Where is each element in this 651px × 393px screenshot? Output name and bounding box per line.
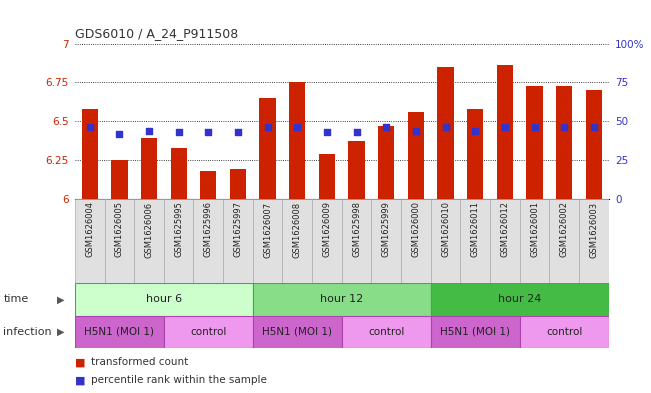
Bar (342, 316, 431, 348)
Bar (75, 199, 105, 283)
Bar (283, 199, 312, 283)
Text: percentile rank within the sample: percentile rank within the sample (91, 375, 267, 386)
Point (352, 129, 362, 135)
Point (144, 127, 154, 134)
Bar (81, 109, 98, 199)
Text: GSM1625998: GSM1625998 (352, 201, 361, 257)
Text: H5N1 (MOI 1): H5N1 (MOI 1) (85, 327, 154, 337)
Text: time: time (3, 294, 29, 305)
Bar (223, 199, 253, 283)
Point (233, 129, 243, 135)
Bar (549, 199, 579, 283)
Text: ▶: ▶ (57, 327, 64, 337)
Text: GSM1626008: GSM1626008 (293, 201, 302, 257)
Text: H5N1 (MOI 1): H5N1 (MOI 1) (440, 327, 510, 337)
Bar (579, 199, 609, 283)
Text: control: control (190, 327, 227, 337)
Text: GDS6010 / A_24_P911508: GDS6010 / A_24_P911508 (75, 27, 238, 40)
Point (173, 129, 184, 135)
Text: ■: ■ (75, 357, 85, 367)
Bar (372, 199, 401, 283)
Bar (490, 199, 519, 283)
Text: GSM1625997: GSM1625997 (234, 201, 242, 257)
Text: transformed count: transformed count (91, 357, 188, 367)
Bar (164, 199, 193, 283)
Bar (519, 199, 549, 283)
Bar (586, 90, 602, 199)
Point (470, 127, 480, 134)
Bar (75, 283, 253, 316)
Text: H5N1 (MOI 1): H5N1 (MOI 1) (262, 327, 332, 337)
Bar (431, 283, 609, 316)
Point (381, 124, 391, 130)
Bar (348, 141, 365, 199)
Text: hour 24: hour 24 (498, 294, 542, 305)
Text: GSM1626004: GSM1626004 (85, 201, 94, 257)
Point (411, 127, 421, 134)
Text: GSM1626006: GSM1626006 (145, 201, 154, 257)
Text: hour 6: hour 6 (146, 294, 182, 305)
Text: ■: ■ (75, 375, 85, 386)
Text: GSM1626002: GSM1626002 (560, 201, 569, 257)
Bar (230, 169, 246, 199)
Bar (134, 199, 164, 283)
Text: GSM1625996: GSM1625996 (204, 201, 213, 257)
Text: GSM1625999: GSM1625999 (381, 201, 391, 257)
Text: GSM1626011: GSM1626011 (471, 201, 480, 257)
Text: control: control (368, 327, 404, 337)
Bar (141, 138, 157, 199)
Text: infection: infection (3, 327, 52, 337)
Bar (319, 154, 335, 199)
Text: control: control (546, 327, 583, 337)
Text: hour 12: hour 12 (320, 294, 363, 305)
Point (114, 130, 124, 137)
Bar (193, 199, 223, 283)
Point (85, 124, 95, 130)
Bar (312, 199, 342, 283)
Point (322, 129, 332, 135)
Bar (431, 199, 460, 283)
Bar (253, 283, 431, 316)
Point (292, 124, 303, 130)
Point (440, 124, 450, 130)
Text: ▶: ▶ (57, 294, 64, 305)
Bar (260, 98, 276, 199)
Point (262, 124, 273, 130)
Bar (460, 199, 490, 283)
Bar (467, 109, 484, 199)
Bar (111, 160, 128, 199)
Text: GSM1626003: GSM1626003 (589, 201, 598, 257)
Bar (401, 199, 431, 283)
Text: GSM1626007: GSM1626007 (263, 201, 272, 257)
Bar (527, 86, 543, 199)
Text: GSM1625995: GSM1625995 (174, 201, 183, 257)
Text: GSM1626012: GSM1626012 (501, 201, 509, 257)
Bar (253, 199, 283, 283)
Point (589, 124, 599, 130)
Bar (75, 316, 164, 348)
Bar (289, 83, 305, 199)
Point (500, 124, 510, 130)
Bar (437, 67, 454, 199)
Bar (408, 112, 424, 199)
Bar (431, 316, 519, 348)
Text: GSM1626009: GSM1626009 (322, 201, 331, 257)
Text: GSM1626001: GSM1626001 (530, 201, 539, 257)
Bar (378, 126, 395, 199)
Bar (171, 148, 187, 199)
Point (203, 129, 214, 135)
Bar (253, 316, 342, 348)
Text: GSM1626000: GSM1626000 (411, 201, 421, 257)
Point (529, 124, 540, 130)
Bar (556, 86, 572, 199)
Bar (519, 316, 609, 348)
Bar (342, 199, 372, 283)
Text: GSM1626010: GSM1626010 (441, 201, 450, 257)
Bar (164, 316, 253, 348)
Text: GSM1626005: GSM1626005 (115, 201, 124, 257)
Bar (105, 199, 134, 283)
Bar (200, 171, 217, 199)
Point (559, 124, 570, 130)
Bar (497, 65, 513, 199)
